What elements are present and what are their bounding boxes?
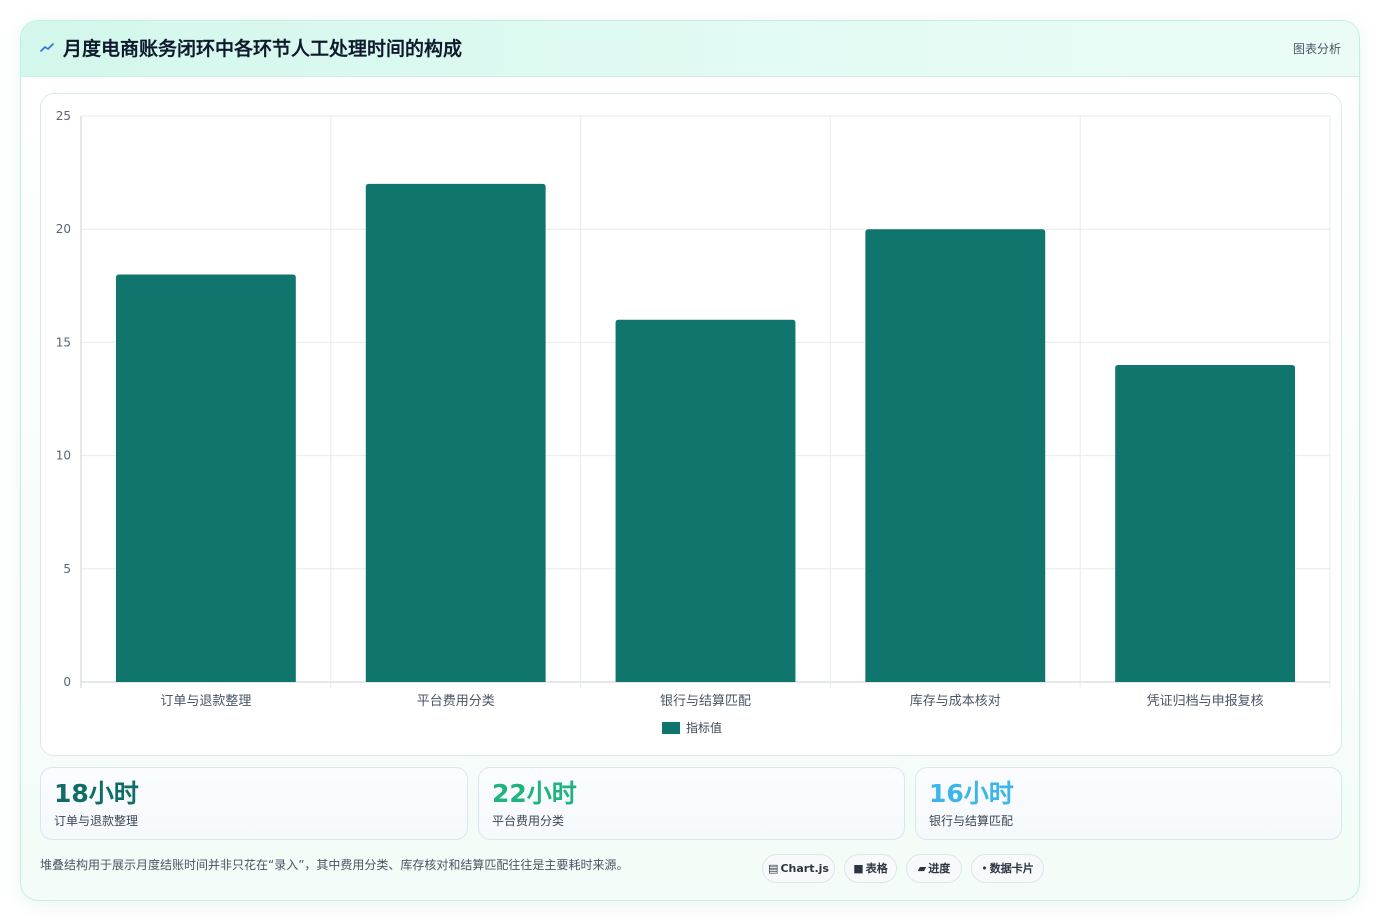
tag-label: 表格: [865, 862, 888, 875]
chart-icon: ▤: [768, 862, 779, 875]
x-tick-label: 平台费用分类: [417, 694, 495, 709]
bar: [1115, 365, 1296, 682]
tag-table[interactable]: ■ 表格: [844, 854, 897, 883]
chart-analysis-label[interactable]: 图表分析: [1292, 42, 1341, 56]
x-tick-label: 凭证归档与申报复核: [1147, 694, 1264, 709]
chart-panel: 0 5 10 15 20 25 订单与退款整理 平台费用分类 银行与结算匹配 库存与成本核对 凭证归…: [40, 93, 1342, 756]
stat-label: 订单与退款整理: [54, 814, 139, 828]
tag-chartjs[interactable]: ▤ Chart.js: [762, 854, 835, 883]
y-tick-label: 20: [56, 222, 71, 236]
tag-progress[interactable]: ▰ 进度: [906, 854, 962, 883]
y-tick-label: 5: [63, 562, 71, 576]
chart-card: 月度电商账务闭环中各环节人工处理时间的构成 图表分析 0 5 10 15 20 25 订单与…: [20, 20, 1360, 901]
x-tick-label: 订单与退款整理: [160, 694, 251, 709]
tag-label: Chart.js: [780, 862, 829, 875]
y-tick-label: 10: [56, 449, 71, 463]
card-icon: •: [981, 862, 988, 875]
legend-swatch: [662, 722, 680, 734]
stat-value: 18小时: [54, 779, 139, 808]
stat-card-2: 22小时 平台费用分类: [478, 767, 905, 840]
bar: [365, 183, 546, 683]
stat-card-1: 18小时 订单与退款整理: [40, 767, 468, 840]
stat-value: 22小时: [492, 779, 577, 808]
card-header: 月度电商账务闭环中各环节人工处理时间的构成 图表分析: [21, 21, 1359, 77]
trend-line-icon: [40, 43, 54, 52]
x-tick-label: 库存与成本核对: [910, 693, 1001, 709]
bar: [865, 229, 1046, 682]
legend-label: 指标值: [686, 720, 722, 735]
y-tick-label: 15: [56, 335, 71, 349]
bar: [615, 319, 796, 682]
x-tick-label: 银行与结算匹配: [660, 694, 751, 709]
tag-label: 进度: [928, 862, 951, 875]
stat-card-3: 16小时 银行与结算匹配: [915, 767, 1342, 840]
stat-label: 银行与结算匹配: [929, 814, 1014, 828]
bar-chart: 0 5 10 15 20 25 订单与退款整理 平台费用分类 银行与结算匹配 库存与成本核对 凭证归…: [56, 109, 1331, 735]
progress-icon: ▰: [917, 862, 927, 875]
tag-data-card[interactable]: • 数据卡片: [971, 854, 1044, 883]
page-title: 月度电商账务闭环中各环节人工处理时间的构成: [63, 38, 463, 60]
bar: [115, 274, 296, 682]
y-tick-label: 0: [63, 675, 71, 689]
stat-label: 平台费用分类: [492, 814, 565, 828]
footer-note: 堆叠结构用于展示月度结账时间并非只花在“录入”，其中费用分类、库存核对和结算匹配…: [40, 858, 629, 872]
stat-value: 16小时: [929, 779, 1014, 808]
tag-label: 数据卡片: [989, 862, 1034, 875]
y-tick-label: 25: [56, 109, 71, 123]
table-icon: ■: [853, 862, 864, 875]
